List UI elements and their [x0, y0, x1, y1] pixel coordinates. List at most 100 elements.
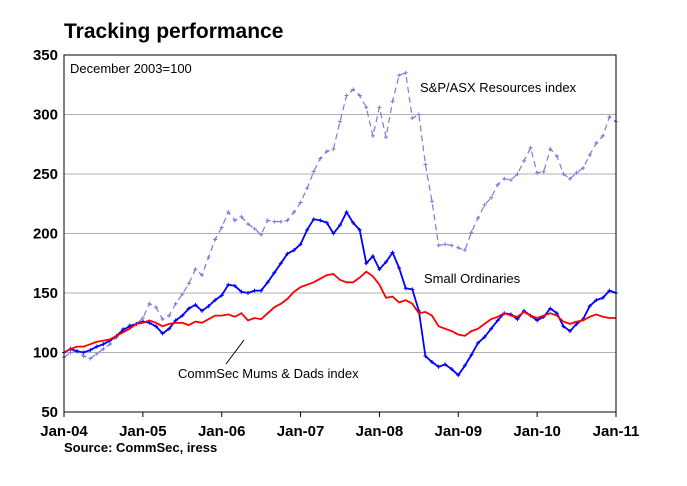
- series-0-point-78: [574, 170, 579, 175]
- series-1-point-19: [186, 306, 191, 311]
- series-0-point-39: [318, 156, 323, 161]
- series-1-point-41: [331, 231, 336, 236]
- y-tick-label-200: 200: [33, 226, 58, 243]
- series-0-point-50: [390, 99, 395, 104]
- series-1-point-20: [193, 302, 198, 307]
- series-0-point-49: [384, 135, 388, 140]
- series-1-point-25: [226, 282, 231, 287]
- series-1-point-16: [167, 326, 172, 331]
- series-1-point-4: [88, 348, 93, 353]
- series-0-point-81: [594, 141, 599, 146]
- series-0-point-38: [311, 169, 316, 174]
- plot-border: [63, 54, 617, 413]
- series-0-point-52: [403, 70, 408, 75]
- series-1-point-48: [377, 267, 382, 272]
- series-1-point-72: [535, 318, 540, 323]
- series-1-point-78: [574, 321, 579, 326]
- series-0-point-21: [200, 273, 204, 278]
- x-tick-label-1: Jan-05: [119, 423, 167, 440]
- y-tick-label-350: 350: [33, 47, 58, 64]
- series-1-point-62: [469, 352, 474, 357]
- series-0-point-24: [219, 225, 224, 230]
- series-0-point-14: [154, 305, 158, 310]
- series-0-point-29: [252, 226, 257, 231]
- series-1-point-74: [548, 306, 553, 311]
- chart-subtitle: December 2003=100: [70, 61, 192, 76]
- series-1-point-39: [318, 218, 323, 223]
- series-1-point-30: [259, 288, 264, 293]
- series-1-point-6: [101, 342, 106, 347]
- series-0-point-80: [587, 152, 592, 157]
- series-0-point-59: [449, 243, 454, 248]
- chart-source: Source: CommSec, iress: [64, 440, 218, 455]
- series-0-point-17: [173, 301, 178, 306]
- series-1-point-31: [265, 280, 270, 285]
- series-1-point-29: [252, 288, 257, 293]
- series-1-point-44: [351, 220, 356, 225]
- series-1-point-56: [430, 360, 434, 365]
- series-1-point-47: [370, 254, 375, 259]
- series-1-point-55: [423, 354, 428, 359]
- series-0-point-63: [476, 216, 480, 221]
- series-0-point-44: [351, 87, 356, 92]
- series-1-point-57: [436, 364, 441, 369]
- series-1-point-61: [462, 363, 467, 368]
- x-tick-label-7: Jan-11: [593, 423, 640, 440]
- series-0-point-4: [88, 356, 93, 361]
- series-1-point-32: [272, 270, 277, 275]
- series-0-point-58: [443, 242, 448, 247]
- series-0-point-76: [561, 172, 566, 176]
- series-0-point-31: [265, 218, 270, 223]
- series-0-point-67: [502, 176, 507, 181]
- y-tick-label-300: 300: [33, 107, 58, 124]
- series-0-point-41: [331, 147, 336, 152]
- series-0-point-73: [541, 169, 546, 174]
- series-0-point-23: [213, 237, 218, 242]
- series-0-point-46: [364, 105, 369, 110]
- series-0-point-82: [600, 133, 605, 138]
- series-1-point-49: [384, 260, 388, 265]
- series-0-point-26: [232, 218, 237, 223]
- series-0-point-51: [397, 73, 402, 78]
- series-0-point-3: [81, 354, 86, 359]
- series-0-point-68: [508, 177, 513, 182]
- series-0-point-19: [186, 281, 191, 286]
- series-1-point-33: [278, 261, 283, 266]
- series-1-point-40: [324, 220, 329, 225]
- series-0-point-43: [344, 93, 349, 98]
- series-1-point-46: [364, 261, 369, 266]
- series-0-point-32: [272, 219, 277, 224]
- series-0-point-74: [548, 147, 553, 152]
- series-0-point-69: [515, 172, 520, 176]
- series-1-point-27: [239, 289, 244, 294]
- series-1-point-28: [246, 291, 250, 295]
- x-tick-label-3: Jan-07: [277, 423, 325, 440]
- series-1-point-65: [489, 326, 494, 331]
- series-0-point-72: [535, 170, 540, 175]
- series-0-point-71: [528, 145, 533, 150]
- y-tick-label-250: 250: [33, 166, 58, 183]
- series-1-point-42: [338, 223, 342, 228]
- series-0-point-62: [469, 230, 474, 235]
- series-0-point-83: [607, 114, 612, 119]
- series-1-point-81: [594, 298, 599, 303]
- series-0-point-18: [180, 292, 185, 297]
- series-1-point-35: [292, 248, 296, 253]
- series-0-point-12: [140, 315, 145, 320]
- series-0-point-70: [522, 158, 526, 163]
- series-0-point-34: [285, 218, 290, 223]
- series-0-point-33: [278, 219, 283, 224]
- x-tick-label-4: Jan-08: [356, 423, 404, 440]
- series-0-point-15: [160, 317, 165, 322]
- series-1-point-52: [403, 286, 408, 291]
- series-1-point-66: [495, 318, 500, 323]
- series-label-1: Small Ordinaries: [424, 271, 521, 286]
- series-0-point-27: [239, 214, 244, 219]
- series-0-point-61: [462, 248, 467, 253]
- series-label-leader: [225, 339, 245, 365]
- series-1-point-17: [173, 318, 178, 323]
- series-0-point-25: [226, 210, 231, 215]
- series-0-point-6: [101, 346, 106, 351]
- series-1-point-64: [482, 335, 487, 340]
- series-0-point-16: [167, 313, 172, 318]
